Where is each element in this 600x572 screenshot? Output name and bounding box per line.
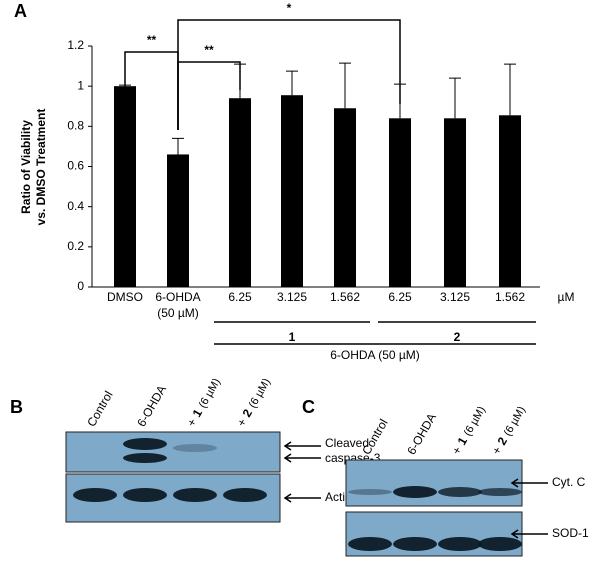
lane-label: +1(6 µM) (184, 376, 223, 430)
treatment-label: 6-OHDA (50 µM) (330, 348, 420, 362)
y-tick-label: 0.8 (67, 119, 84, 133)
lane-label: 6-OHDA (134, 383, 169, 429)
y-tick-label: 1.2 (67, 38, 84, 52)
significance-label: * (287, 1, 292, 15)
band-label: SOD-1 (552, 526, 589, 540)
lane-label: +1(6 µM) (449, 404, 488, 458)
x-tick-label: DMSO (107, 290, 143, 304)
x-tick-label: 3.125 (440, 290, 470, 304)
lane-label: +2(6 µM) (489, 404, 528, 458)
bar (389, 118, 411, 287)
bar (499, 115, 521, 287)
blot-band (348, 537, 392, 551)
y-axis-title-line: vs. DMSO Treatment (34, 109, 48, 226)
panel-label: B (10, 397, 23, 417)
significance-label: ** (204, 43, 214, 57)
significance-bracket (177, 19, 401, 130)
bar (167, 154, 189, 287)
y-tick-label: 0 (77, 279, 84, 293)
blot-band (173, 444, 217, 452)
group-label: 2 (454, 330, 461, 344)
blot-band (393, 537, 437, 551)
error-bar (449, 77, 461, 119)
y-axis-title-line: Ratio of Viability (19, 120, 33, 214)
panel-label: C (302, 397, 315, 417)
arrow (510, 529, 548, 539)
blot-band (223, 488, 267, 502)
y-axis-title: Ratio of Viabilityvs. DMSO Treatment (19, 109, 48, 226)
blot-membrane (345, 459, 523, 507)
error-bar (286, 70, 298, 96)
bar (229, 98, 251, 287)
blot-band (348, 489, 392, 495)
group-label: 1 (289, 330, 296, 344)
blot-band (123, 438, 167, 450)
lane-dose: (6 µM) (502, 404, 528, 438)
x-tick-label: 6.25 (388, 290, 412, 304)
y-tick-label: 1 (77, 78, 84, 92)
lane-dose: (6 µM) (247, 376, 273, 410)
lane-label: Control (84, 389, 115, 430)
lane-label: 6-OHDA (404, 411, 439, 457)
lane-dose: (6 µM) (462, 404, 488, 438)
error-bar (172, 137, 184, 155)
arrow (283, 453, 321, 463)
y-tick-label: 0.2 (67, 239, 84, 253)
blot-band (73, 488, 117, 502)
blot-band (438, 537, 482, 551)
blot-band (438, 487, 482, 497)
error-bar (504, 63, 516, 116)
significance-label: ** (147, 33, 157, 47)
blot-band (478, 537, 522, 551)
x-tick-label: 6-OHDA (155, 290, 200, 304)
x-tick-label: 6.25 (228, 290, 252, 304)
y-tick-label: 0.6 (67, 159, 84, 173)
x-tick-note: (50 µM) (157, 306, 199, 320)
x-tick-label: 1.562 (495, 290, 525, 304)
arrow (283, 441, 321, 451)
y-tick-label: 0.4 (67, 199, 84, 213)
lane-dose: (6 µM) (197, 376, 223, 410)
arrow (283, 493, 321, 503)
x-unit: µM (558, 290, 575, 304)
band-label: Actin (325, 490, 352, 504)
bar (444, 118, 466, 287)
x-tick-label: 3.125 (277, 290, 307, 304)
error-bar (339, 62, 351, 109)
blot-band (123, 453, 167, 463)
blot-band (123, 488, 167, 502)
band-label: Cleaved (325, 436, 369, 450)
arrow (510, 478, 548, 488)
band-label: Cyt. C (552, 475, 586, 489)
blot-band (173, 488, 217, 502)
blot-band (393, 486, 437, 498)
blot-band (478, 488, 522, 496)
panel-label: A (14, 1, 27, 21)
bar (334, 108, 356, 287)
x-tick-label: 1.562 (330, 290, 360, 304)
bar (114, 86, 136, 288)
bar (281, 95, 303, 288)
lane-label: +2(6 µM) (234, 376, 273, 430)
blot-membrane (65, 431, 281, 473)
